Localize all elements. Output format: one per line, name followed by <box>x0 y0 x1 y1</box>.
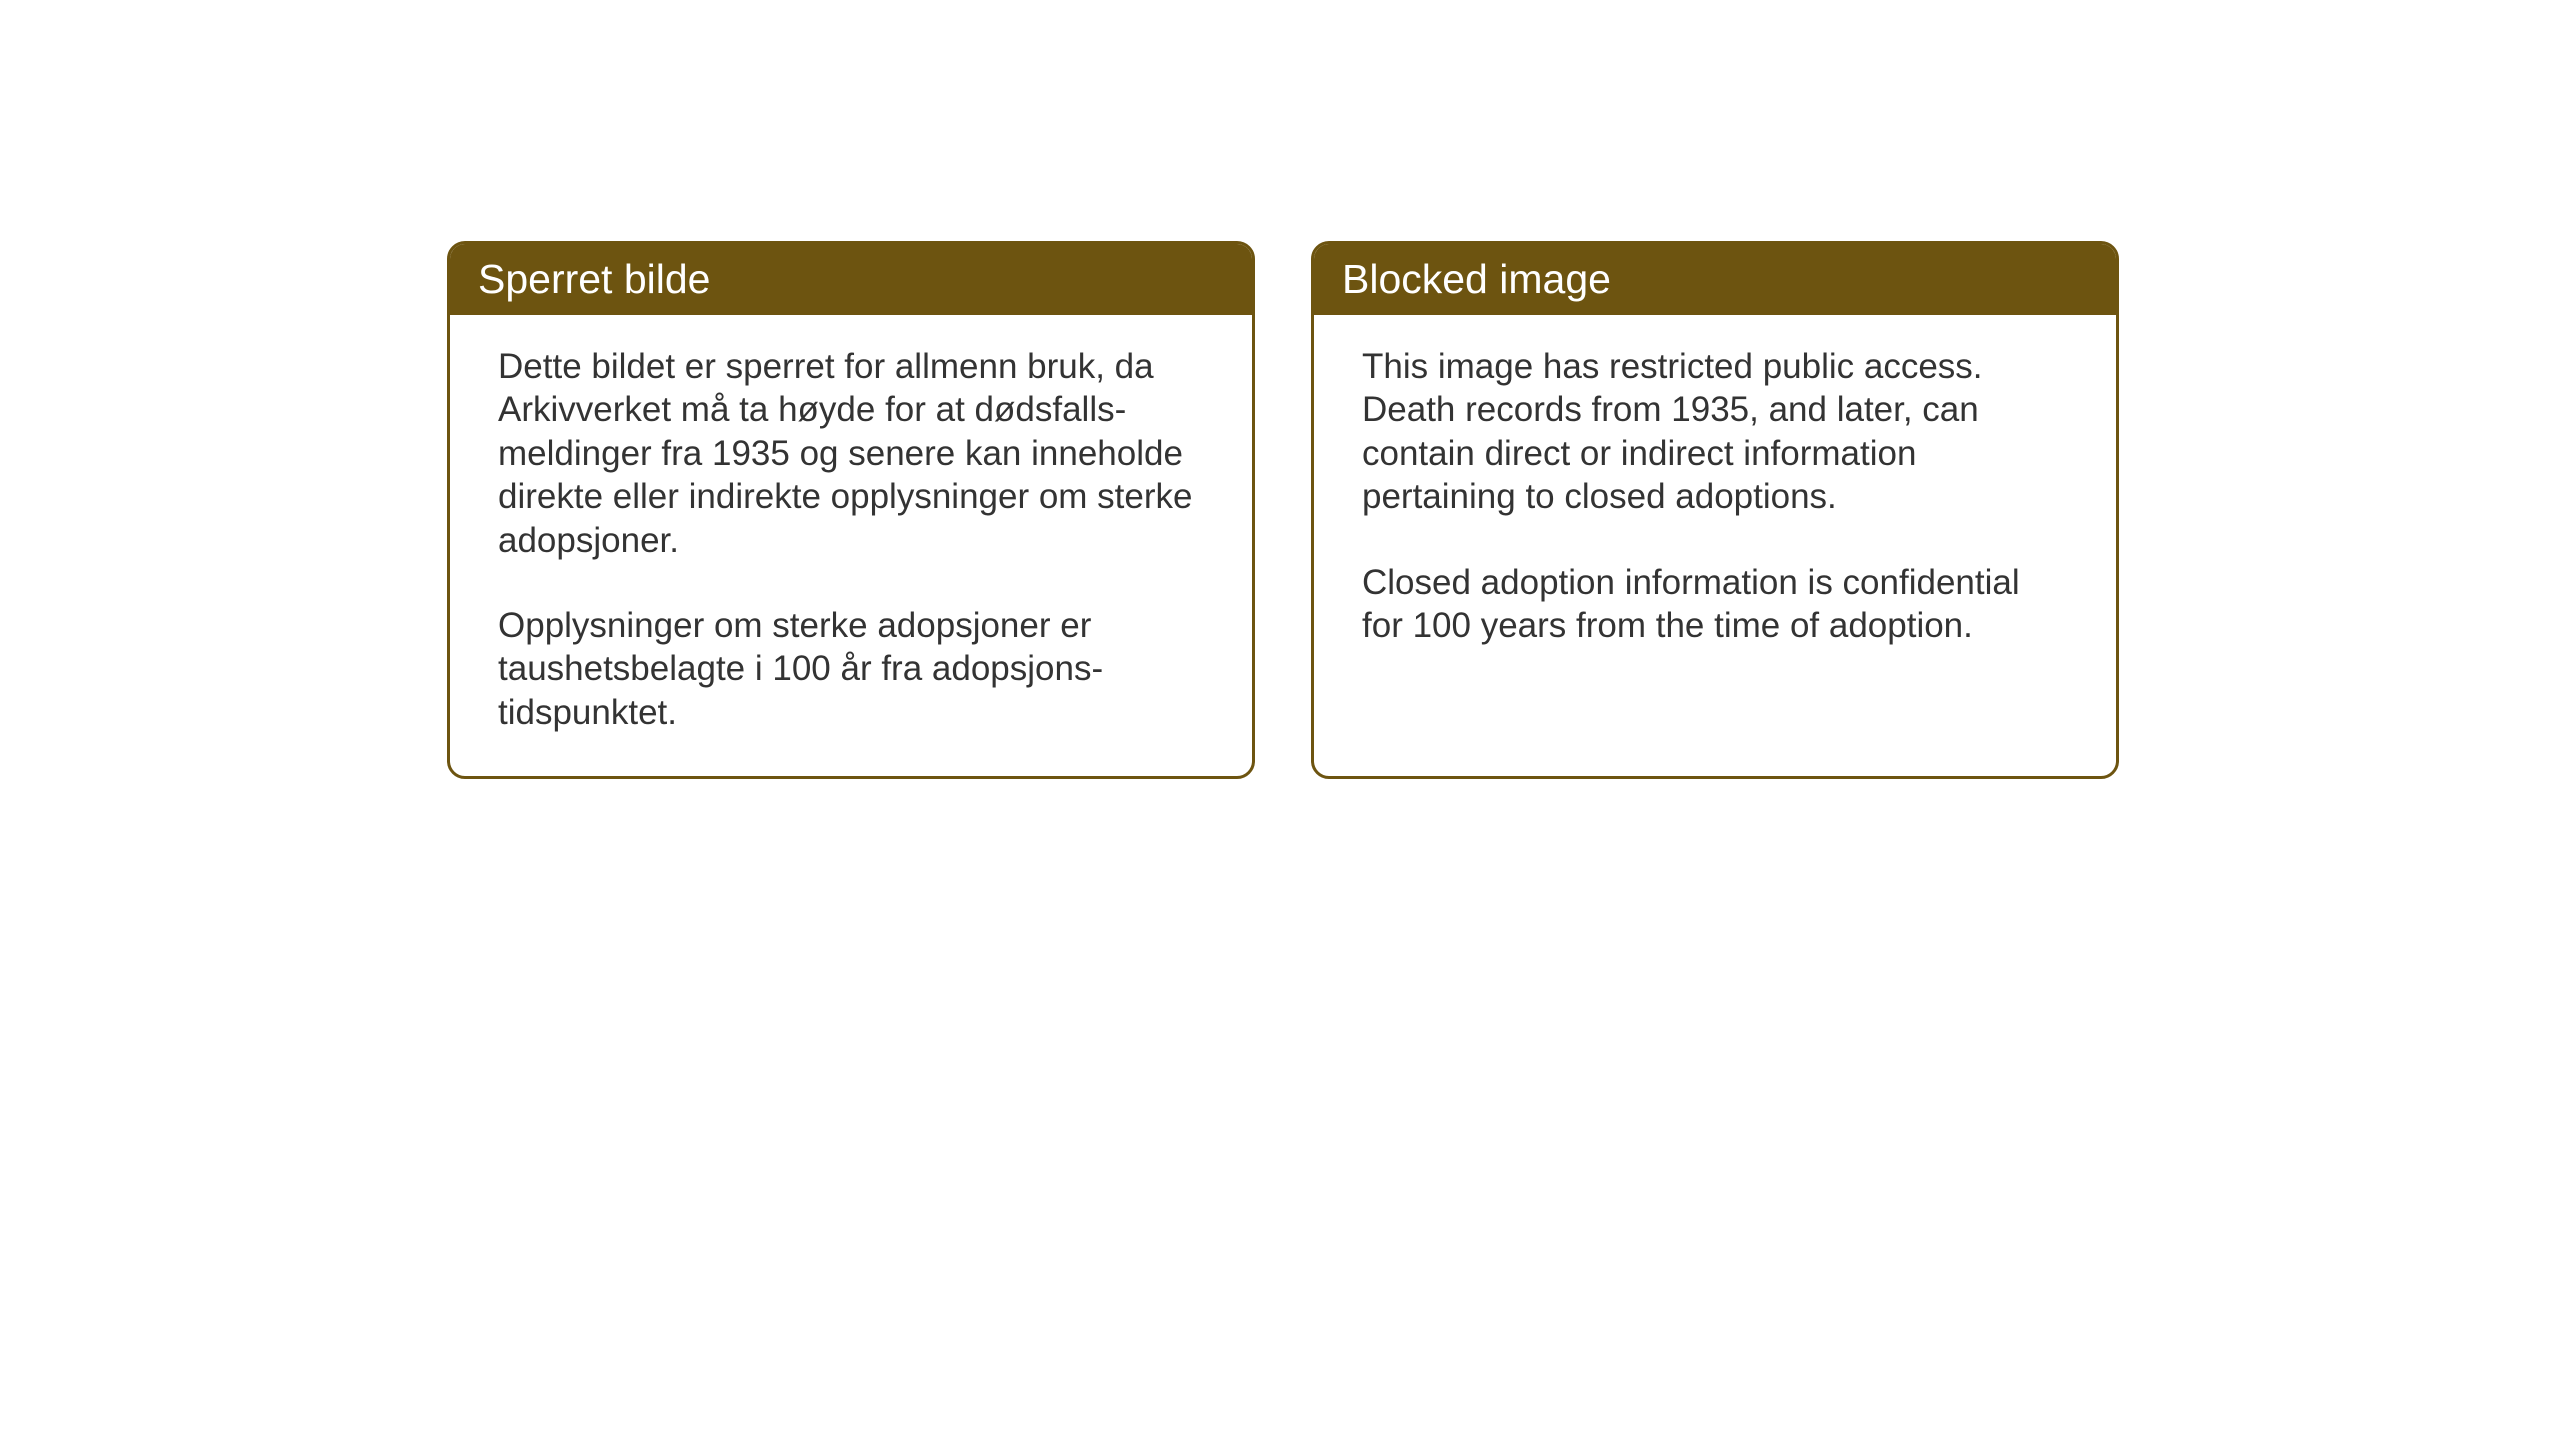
notice-paragraph-2: Opplysninger om sterke adopsjoner er tau… <box>498 604 1204 734</box>
card-body: This image has restricted public access.… <box>1314 315 2116 731</box>
card-header: Blocked image <box>1314 244 2116 315</box>
card-body: Dette bildet er sperret for allmenn bruk… <box>450 315 1252 776</box>
notice-card-english: Blocked image This image has restricted … <box>1311 241 2119 779</box>
notice-paragraph-2: Closed adoption information is confident… <box>1362 561 2068 648</box>
notice-paragraph-1: This image has restricted public access.… <box>1362 345 2068 519</box>
notice-paragraph-1: Dette bildet er sperret for allmenn bruk… <box>498 345 1204 562</box>
notice-container: Sperret bilde Dette bildet er sperret fo… <box>447 241 2119 779</box>
notice-card-norwegian: Sperret bilde Dette bildet er sperret fo… <box>447 241 1255 779</box>
card-header: Sperret bilde <box>450 244 1252 315</box>
